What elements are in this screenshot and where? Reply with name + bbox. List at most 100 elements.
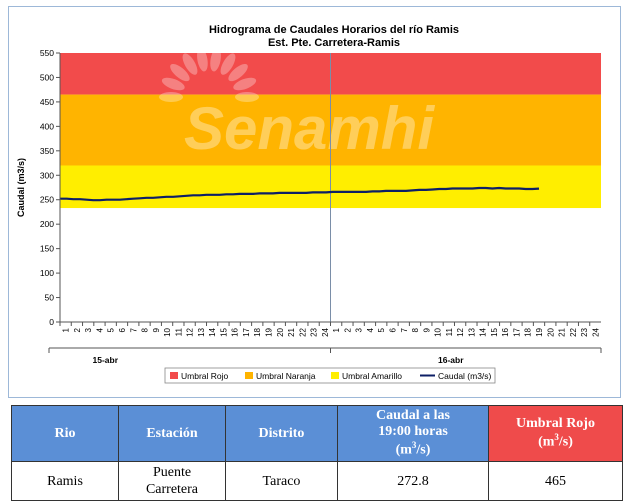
sun-ray [182, 53, 198, 75]
table-header-row: Rio Estación Distrito Caudal a las 19:00… [11, 405, 623, 462]
y-tick-label: 450 [40, 97, 54, 107]
legend-label: Umbral Amarillo [342, 371, 402, 381]
sun-ray [159, 92, 183, 102]
cell-estacion-line1: Puente [152, 465, 192, 480]
header-distrito: Distrito [225, 405, 338, 462]
x-tick-label: 5 [377, 327, 386, 332]
x-tick-label: 10 [163, 327, 172, 336]
x-tick-label: 11 [445, 327, 454, 336]
x-tick-label: 24 [321, 327, 330, 336]
header-umbral-unit-sup: 3 [554, 432, 559, 443]
header-caudal: Caudal a las 19:00 horas (m3/s) [337, 405, 489, 462]
x-tick-label: 20 [546, 327, 555, 336]
chart-frame: Senamhi 0 50 100 150 200 250 300 350 400 450 500 55… [8, 6, 621, 398]
header-caudal-line1: Caudal a las [376, 408, 450, 424]
y-tick-label: 350 [40, 146, 54, 156]
header-caudal-unit: (m [395, 442, 412, 458]
x-tick-label: 10 [434, 327, 443, 336]
x-tick-label: 8 [411, 327, 420, 332]
day-label: 16-abr [438, 355, 464, 365]
x-tick-label: 16 [501, 327, 510, 336]
header-caudal-line2: 19:00 horas [378, 424, 448, 440]
y-tick-label: 250 [40, 195, 54, 205]
header-caudal-unit-sup: 3 [411, 440, 417, 451]
sun-ray [210, 47, 221, 72]
x-tick-label: 11 [174, 327, 183, 336]
header-umbral-rojo: Umbral Rojo (m3/s) [488, 405, 623, 462]
x-tick-label: 6 [388, 327, 397, 332]
cell-rio: Ramis [11, 461, 119, 501]
legend-swatch [170, 372, 178, 379]
legend-label: Umbral Rojo [181, 371, 229, 381]
legend-swatch [245, 372, 253, 379]
x-tick-label: 23 [580, 327, 589, 336]
cell-estacion-line2: Carretera [145, 482, 199, 497]
x-tick-label: 7 [400, 327, 409, 332]
header-estacion: Estación [118, 405, 226, 462]
day-label: 15-abr [92, 355, 118, 365]
x-tick-label: 22 [298, 327, 307, 336]
x-tick-label: 4 [95, 327, 104, 332]
header-rio: Rio [11, 405, 119, 462]
x-tick-label: 8 [141, 327, 150, 332]
legend-swatch [331, 372, 339, 379]
x-tick-label: 24 [591, 327, 600, 336]
x-tick-label: 3 [84, 327, 93, 332]
sun-ray [197, 47, 208, 72]
sun-ray [170, 63, 190, 82]
x-tick-label: 9 [422, 327, 431, 332]
header-umbral-unit-end: /s) [558, 434, 573, 450]
y-tick-label: 200 [40, 219, 54, 229]
cell-distrito: Taraco [225, 461, 338, 501]
x-tick-label: 4 [366, 327, 375, 332]
header-umbral-unit: (m [538, 434, 555, 450]
x-tick-label: 19 [265, 327, 274, 336]
x-tick-label: 17 [242, 327, 251, 336]
chart-subtitle: Est. Pte. Carretera-Ramis [268, 37, 400, 49]
x-tick-label: 6 [118, 327, 127, 332]
x-tick-label: 2 [73, 327, 82, 332]
x-tick-label: 17 [512, 327, 521, 336]
x-tick-label: 20 [276, 327, 285, 336]
watermark-sun-icon [159, 47, 259, 102]
table-row: Ramis Puente Carretera Taraco 272.8 465 [11, 461, 623, 501]
x-tick-label: 2 [343, 327, 352, 332]
y-tick-label: 50 [45, 293, 55, 303]
x-tick-label: 13 [197, 327, 206, 336]
y-tick-label: 500 [40, 72, 54, 82]
chart-title: Hidrograma de Caudales Horarios del río … [209, 24, 459, 36]
x-tick-label: 18 [524, 327, 533, 336]
y-tick-label: 300 [40, 170, 54, 180]
series-line-0 [60, 186, 540, 202]
x-tick-label: 3 [355, 327, 364, 332]
sun-ray [233, 77, 257, 91]
x-tick-label: 23 [310, 327, 319, 336]
x-tick-label: 14 [479, 327, 488, 336]
x-tick-label: 13 [467, 327, 476, 336]
legend-label: Caudal (m3/s) [438, 371, 492, 381]
x-tick-label: 21 [558, 327, 567, 336]
x-tick-label: 1 [62, 327, 71, 332]
x-tick-label: 22 [569, 327, 578, 336]
station-table: Rio Estación Distrito Caudal a las 19:00… [11, 405, 623, 501]
y-tick-label: 400 [40, 121, 54, 131]
watermark-text: Senamhi [184, 95, 435, 162]
y-tick-label: 150 [40, 244, 54, 254]
x-tick-label: 12 [186, 327, 195, 336]
x-tick-label: 14 [208, 327, 217, 336]
x-tick-label: 18 [253, 327, 262, 336]
y-axis-title: Caudal (m3/s) [16, 158, 26, 217]
x-tick-label: 12 [456, 327, 465, 336]
cell-estacion: Puente Carretera [118, 461, 226, 501]
legend-label: Umbral Naranja [256, 371, 316, 381]
hydrograph-chart: Senamhi 05010015020025030035040045050055… [16, 24, 602, 384]
cell-umbral: 465 [488, 461, 623, 501]
x-tick-label: 15 [490, 327, 499, 336]
x-tick-label: 5 [107, 327, 116, 332]
header-umbral-line1: Umbral Rojo [516, 416, 595, 432]
y-tick-label: 100 [40, 268, 54, 278]
cell-caudal: 272.8 [337, 461, 489, 501]
legend-box [164, 367, 496, 384]
y-tick-label: 550 [40, 48, 54, 58]
y-tick-label: 0 [49, 317, 54, 327]
